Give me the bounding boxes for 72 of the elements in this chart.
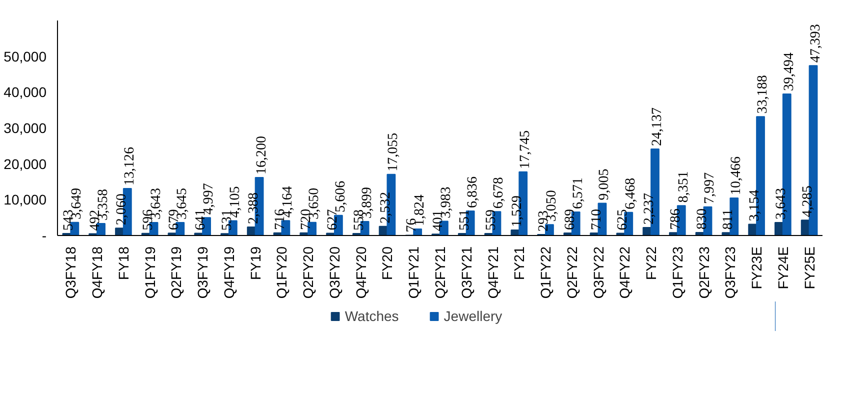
x-tick-label: FY18 (115, 246, 132, 280)
data-label: 47,393 (808, 24, 824, 63)
data-label: 689 (562, 209, 578, 230)
data-label: 559 (484, 209, 499, 230)
legend-label: Jewellery (444, 308, 502, 324)
data-label: 6,468 (624, 178, 639, 210)
x-tick-label: Q1FY21 (406, 246, 422, 299)
data-label: 811 (721, 209, 736, 230)
data-label: 16,200 (254, 136, 270, 174)
data-label: 3,645 (175, 188, 190, 220)
data-label: 6,571 (570, 177, 586, 209)
legend-label: Watches (344, 308, 399, 324)
x-tick-label: Q2FY23 (696, 246, 712, 299)
data-label: 625 (616, 209, 631, 230)
x-tick-label: FY19 (247, 246, 264, 280)
x-tick-label: Q2FY21 (432, 246, 448, 299)
data-label: 24,137 (650, 108, 665, 146)
data-label: 1,824 (412, 194, 428, 226)
data-label: 5,606 (333, 180, 348, 212)
data-label: 2,237 (642, 192, 658, 224)
x-tick-label: Q4FY18 (89, 246, 106, 299)
data-label: 551 (457, 210, 472, 231)
x-tick-label: Q2FY22 (564, 246, 580, 299)
data-label: 13,126 (122, 146, 138, 186)
x-tick-label: Q1FY20 (274, 246, 290, 299)
data-label: 33,188 (756, 75, 771, 114)
x-tick-label: FY20 (379, 246, 396, 280)
data-label: 2,532 (378, 192, 394, 224)
x-tick-label: Q3FY21 (458, 246, 474, 299)
x-tick-label: FY24E (774, 246, 791, 290)
data-label: 6,836 (465, 176, 480, 208)
x-tick-label: FY23E (748, 246, 765, 290)
x-tick-label: FY25E (801, 246, 818, 290)
x-tick-label: Q3FY20 (326, 246, 342, 299)
data-label: 3,643 (774, 188, 789, 220)
data-label: 8,351 (676, 171, 692, 203)
x-tick-label: Q3FY18 (62, 246, 79, 299)
y-tick-label: 50,000 (4, 48, 47, 64)
data-label: 17,745 (518, 130, 534, 169)
y-tick-label: 40,000 (4, 84, 47, 100)
data-label: 39,494 (782, 52, 797, 91)
y-tick-label: - (42, 228, 47, 244)
data-label: 3,154 (748, 190, 763, 222)
x-tick-label: Q2FY20 (300, 246, 316, 299)
data-label: 6,678 (492, 177, 507, 209)
x-tick-label: Q1FY22 (538, 246, 554, 299)
data-label: 10,466 (729, 156, 744, 195)
data-label: 7,997 (702, 172, 718, 204)
x-tick-label: Q1FY19 (142, 246, 158, 299)
data-label: 2,388 (246, 192, 262, 224)
y-tick-label: 30,000 (4, 120, 47, 136)
y-tick-label: 10,000 (4, 192, 47, 208)
data-label: 830 (694, 208, 710, 230)
data-label: 786 (668, 208, 684, 230)
x-tick-label: FY21 (511, 246, 528, 280)
data-label: 17,055 (386, 132, 402, 172)
x-tick-label: Q3FY19 (194, 246, 211, 299)
y-tick-label: 20,000 (4, 156, 47, 172)
data-label: 2,060 (114, 194, 130, 226)
x-tick-label: Q4FY20 (352, 246, 369, 299)
data-label: 710 (589, 208, 604, 230)
x-tick-label: Q1FY23 (669, 246, 686, 299)
data-label: 1,529 (510, 196, 526, 228)
x-tick-label: Q3FY23 (722, 246, 738, 299)
x-tick-label: Q4FY19 (220, 246, 237, 299)
x-tick-label: Q3FY22 (590, 246, 606, 299)
x-tick-label: Q4FY22 (616, 246, 633, 299)
x-tick-label: Q4FY21 (484, 246, 501, 299)
data-label: 9,005 (597, 168, 612, 200)
data-label: 4,285 (800, 186, 816, 218)
x-tick-label: FY22 (643, 246, 660, 280)
x-tick-label: Q2FY19 (168, 246, 184, 299)
